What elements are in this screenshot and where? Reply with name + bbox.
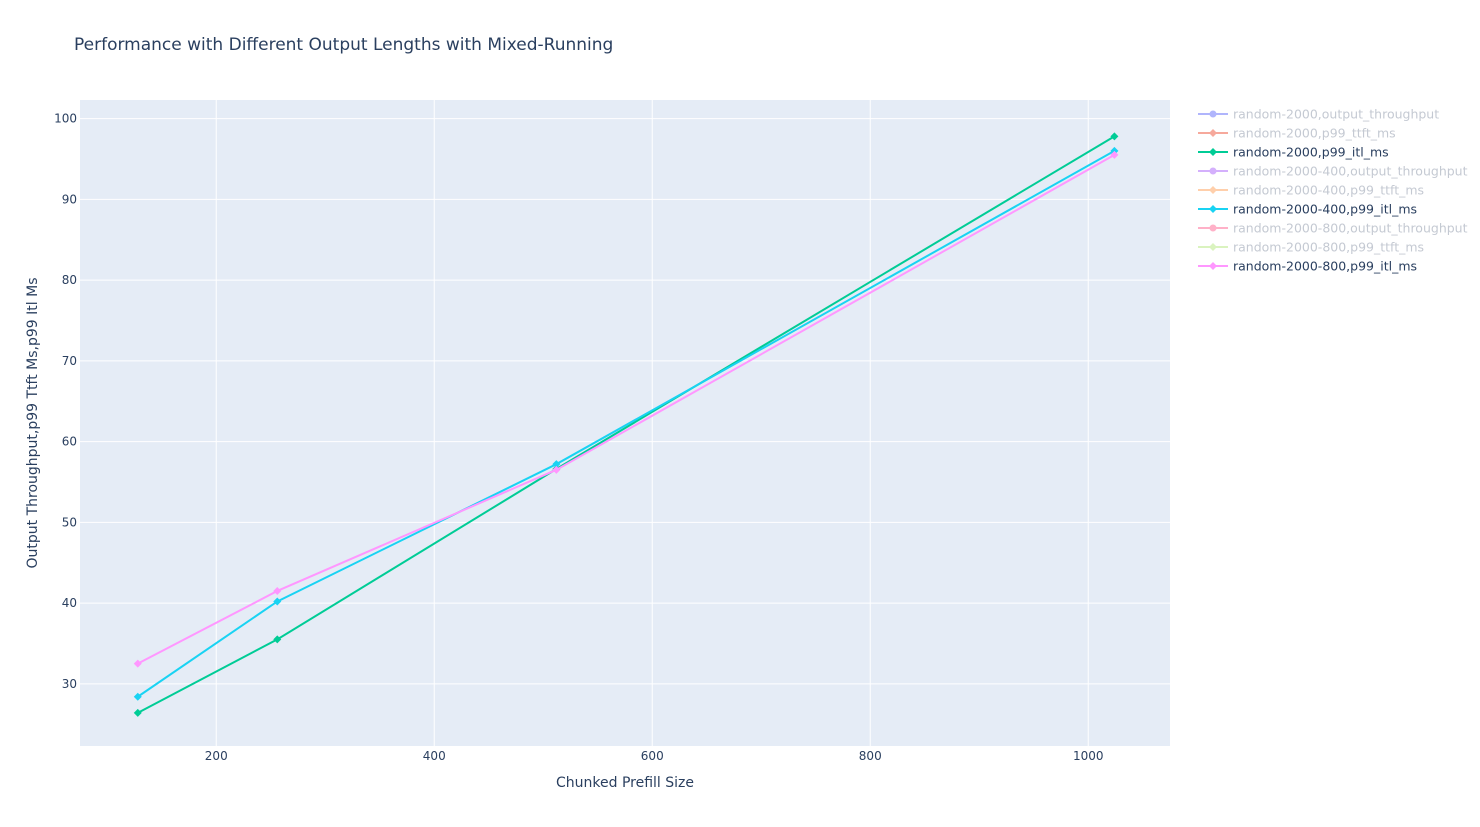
series-layer — [133, 132, 1119, 717]
data-point-marker — [133, 692, 142, 701]
legend-item[interactable]: random-2000-400,output_throughput — [1198, 164, 1468, 179]
y-tick-label: 100 — [54, 112, 77, 126]
series-line — [137, 135, 1115, 714]
y-tick-label: 40 — [62, 596, 77, 610]
y-tick-label: 90 — [62, 192, 77, 206]
data-point-marker — [273, 635, 282, 644]
legend-marker-swatch — [1209, 262, 1217, 270]
x-tick-label: 800 — [859, 749, 882, 763]
legend-marker-swatch — [1209, 243, 1217, 251]
legend-label: random-2000-400,output_throughput — [1233, 164, 1468, 179]
y-axis-title: Output Throughput,p99 Ttft Ms,p99 Itl Ms — [25, 278, 41, 569]
legend-item[interactable]: random-2000,p99_itl_ms — [1198, 145, 1389, 160]
data-point-marker — [1110, 132, 1119, 141]
legend-label: random-2000,p99_itl_ms — [1233, 145, 1389, 160]
legend-label: random-2000,output_throughput — [1233, 107, 1439, 122]
data-point-marker — [273, 586, 282, 595]
legend-item[interactable]: random-2000-800,p99_ttft_ms — [1198, 240, 1424, 255]
plot-area — [80, 100, 1170, 746]
data-point-marker — [552, 465, 561, 474]
series-line — [137, 154, 1115, 665]
legend-marker-swatch — [1209, 205, 1217, 213]
legend-marker-swatch — [1209, 129, 1217, 137]
legend-item[interactable]: random-2000-800,p99_itl_ms — [1198, 259, 1417, 274]
series-random-2000-800-p99-itl-ms — [133, 150, 1119, 668]
legend-item[interactable]: random-2000,p99_ttft_ms — [1198, 126, 1396, 141]
data-point-marker — [133, 659, 142, 668]
y-tick-label: 50 — [62, 515, 77, 529]
data-point-marker — [552, 460, 561, 469]
series-random-2000-400-p99-itl-ms — [133, 146, 1119, 701]
y-axis-ticks: 30 40 50 60 70 80 90 100 — [54, 112, 77, 691]
legend-item[interactable]: random-2000-400,p99_ttft_ms — [1198, 183, 1424, 198]
legend-label: random-2000-400,p99_itl_ms — [1233, 202, 1417, 217]
data-point-marker — [1110, 146, 1119, 155]
x-tick-label: 1000 — [1073, 749, 1104, 763]
x-tick-label: 600 — [641, 749, 664, 763]
legend-label: random-2000-800,p99_itl_ms — [1233, 259, 1417, 274]
legend-marker-swatch — [1209, 186, 1217, 194]
legend-marker-swatch — [1209, 148, 1217, 156]
legend-item[interactable]: random-2000-800,output_throughput — [1198, 221, 1468, 236]
legend-item[interactable]: random-2000-400,p99_itl_ms — [1198, 202, 1417, 217]
y-tick-label: 30 — [62, 677, 77, 691]
legend-label: random-2000,p99_ttft_ms — [1233, 126, 1396, 141]
y-tick-label: 80 — [62, 273, 77, 287]
legend-label: random-2000-400,p99_ttft_ms — [1233, 183, 1424, 198]
y-tick-label: 60 — [62, 435, 77, 449]
x-axis-title: Chunked Prefill Size — [556, 775, 694, 791]
data-point-marker — [1110, 150, 1119, 159]
data-point-marker — [133, 708, 142, 717]
chart-title: Performance with Different Output Length… — [74, 35, 613, 55]
data-point-marker — [273, 597, 282, 606]
legend-marker-swatch — [1209, 110, 1217, 118]
legend-label: random-2000-800,p99_ttft_ms — [1233, 240, 1424, 255]
grid-lines — [80, 100, 1170, 746]
legend-label: random-2000-800,output_throughput — [1233, 221, 1468, 236]
x-tick-label: 400 — [423, 749, 446, 763]
legend[interactable]: random-2000,output_throughput random-2000… — [1198, 107, 1468, 274]
series-line — [137, 150, 1115, 698]
x-tick-label: 200 — [205, 749, 228, 763]
legend-marker-swatch — [1209, 167, 1217, 175]
x-axis-ticks: 200 400 600 800 1000 — [205, 749, 1104, 763]
legend-item[interactable]: random-2000,output_throughput — [1198, 107, 1439, 122]
y-tick-label: 70 — [62, 354, 77, 368]
legend-marker-swatch — [1209, 224, 1217, 232]
